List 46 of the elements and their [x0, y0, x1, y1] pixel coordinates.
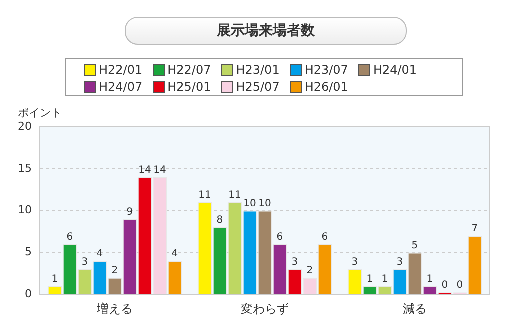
legend-label: H25/07: [236, 80, 280, 94]
data-label: 1: [382, 274, 388, 285]
x-tick-label: 変わらず: [241, 302, 289, 316]
data-label: 2: [112, 265, 118, 276]
legend-label: H22/07: [168, 63, 212, 77]
y-tick-label: 10: [18, 204, 32, 217]
data-label: 6: [322, 232, 328, 243]
y-tick-label: 0: [24, 287, 32, 300]
data-label: 6: [276, 232, 284, 243]
y-axis-title: ポイント: [18, 106, 62, 120]
data-label: 3: [292, 257, 298, 268]
data-label: 4: [96, 248, 104, 260]
data-label: 8: [216, 215, 224, 226]
data-label: 1: [52, 274, 58, 285]
legend-label: H23/07: [304, 63, 348, 77]
y-tick-label: 5: [24, 246, 32, 259]
data-label: 11: [198, 190, 212, 202]
data-label: 9: [126, 206, 134, 218]
chart-title: 展示場来場者数: [125, 17, 407, 45]
data-label: 14: [154, 164, 166, 176]
legend-label: H22/01: [99, 63, 143, 77]
data-label: 10: [244, 198, 256, 210]
legend-label: H24/07: [99, 80, 143, 94]
legend-label: H24/01: [373, 63, 418, 77]
data-label: 6: [66, 232, 74, 243]
data-label: 7: [472, 224, 478, 235]
x-tick-label: 減る: [403, 302, 427, 316]
data-label: 2: [306, 265, 314, 276]
data-label: 5: [412, 240, 418, 252]
legend-label: H25/01: [168, 80, 212, 94]
y-tick-label: 20: [18, 120, 32, 133]
data-label: 1: [426, 274, 434, 285]
data-label: 11: [228, 190, 242, 202]
data-label: 4: [172, 248, 178, 260]
legend-label: H23/01: [236, 63, 280, 77]
data-label: 3: [352, 257, 358, 268]
data-label: 10: [258, 198, 272, 210]
data-label: 0: [442, 280, 448, 292]
y-tick-label: 15: [18, 162, 32, 175]
data-label: 14: [138, 164, 152, 176]
data-label: 0: [456, 280, 464, 292]
data-label: 3: [82, 257, 88, 268]
x-tick-label: 増える: [96, 302, 133, 316]
data-label: 3: [396, 257, 404, 268]
data-label: 1: [366, 274, 374, 285]
legend-label: H26/01: [304, 80, 348, 94]
